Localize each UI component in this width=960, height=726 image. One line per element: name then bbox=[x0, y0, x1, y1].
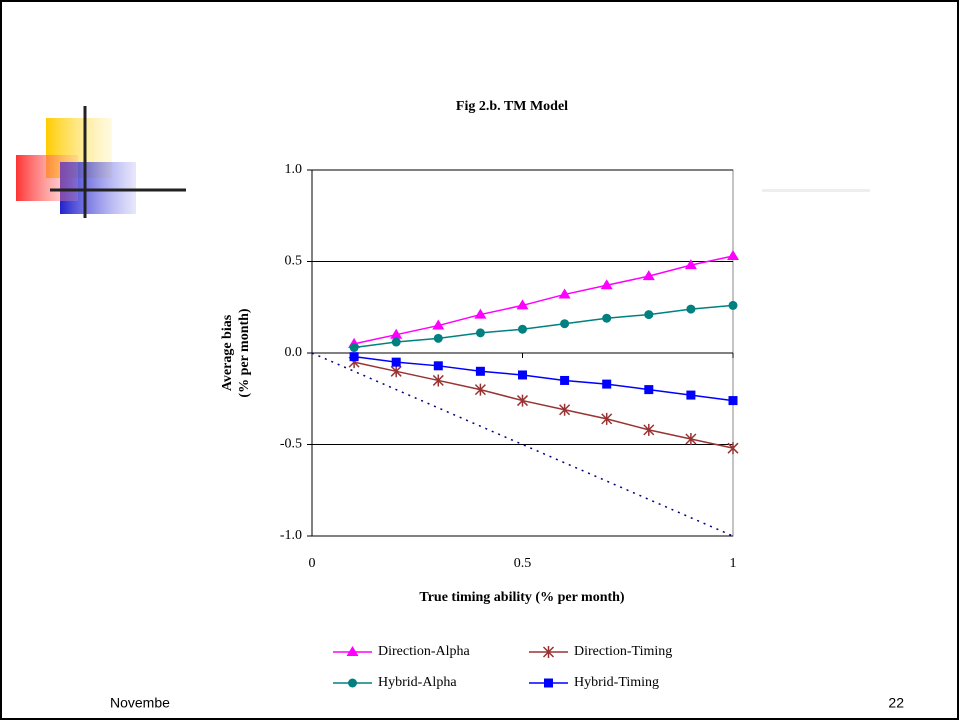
data-point bbox=[685, 433, 697, 446]
y-axis-title: Average bias bbox=[220, 314, 235, 391]
legend-label: Hybrid-Alpha bbox=[378, 675, 457, 690]
legend-marker bbox=[346, 646, 359, 656]
legend-marker bbox=[542, 646, 555, 658]
legend-marker bbox=[544, 678, 553, 688]
series-line bbox=[353, 361, 734, 449]
data-point bbox=[728, 300, 738, 310]
data-point bbox=[391, 357, 401, 367]
data-point bbox=[349, 343, 359, 353]
data-point bbox=[644, 310, 654, 320]
data-point bbox=[601, 412, 613, 425]
data-point bbox=[390, 328, 403, 339]
y-tick-label: 0.0 bbox=[285, 345, 303, 360]
y-tick-label: 1.0 bbox=[285, 162, 303, 177]
data-point bbox=[518, 370, 527, 380]
data-point bbox=[516, 299, 529, 310]
legend-label: Direction-Alpha bbox=[378, 644, 471, 659]
legend-label: Hybrid-Timing bbox=[574, 675, 659, 690]
y-tick-label: -0.5 bbox=[280, 437, 302, 452]
data-point bbox=[474, 383, 486, 396]
data-point bbox=[558, 288, 571, 299]
y-tick-label: -1.0 bbox=[280, 528, 302, 543]
data-point bbox=[516, 394, 529, 407]
data-point bbox=[518, 324, 527, 334]
data-point bbox=[391, 337, 401, 347]
data-point bbox=[432, 319, 445, 330]
data-point bbox=[474, 308, 487, 319]
data-point bbox=[560, 375, 570, 385]
chart-title: Fig 2.b. TM Model bbox=[456, 99, 568, 114]
y-tick-label: 0.5 bbox=[285, 254, 303, 269]
series-line bbox=[354, 355, 734, 402]
legend-label: Direction-Timing bbox=[574, 644, 672, 659]
data-point bbox=[475, 366, 485, 376]
x-tick-label: 0.5 bbox=[514, 556, 532, 571]
data-point bbox=[643, 423, 655, 436]
data-point bbox=[559, 403, 571, 416]
data-point bbox=[727, 250, 739, 261]
x-tick-label: 0 bbox=[309, 556, 316, 571]
footer-date: Novembe bbox=[110, 695, 170, 711]
data-point bbox=[644, 385, 654, 395]
x-axis-title: True timing ability (% per month) bbox=[419, 590, 625, 605]
data-point bbox=[684, 259, 697, 270]
x-tick-label: 1 bbox=[730, 556, 737, 571]
page-number: 22 bbox=[888, 695, 904, 711]
series-line bbox=[353, 255, 734, 345]
data-point bbox=[560, 319, 570, 329]
data-point bbox=[727, 442, 739, 455]
data-point bbox=[600, 279, 613, 290]
y-axis-title: (% per month) bbox=[237, 308, 252, 398]
data-point bbox=[433, 361, 443, 371]
decoration bbox=[16, 106, 870, 218]
data-point bbox=[475, 328, 485, 338]
series-line bbox=[354, 304, 734, 349]
data-point bbox=[728, 396, 738, 406]
data-point bbox=[686, 390, 696, 400]
data-point bbox=[642, 270, 655, 281]
data-point bbox=[602, 379, 612, 389]
data-point bbox=[686, 304, 696, 314]
data-point bbox=[433, 333, 443, 343]
data-point bbox=[390, 365, 402, 378]
data-point bbox=[432, 374, 444, 387]
data-point bbox=[602, 313, 612, 323]
data-point bbox=[349, 352, 359, 362]
legend-marker bbox=[348, 678, 357, 688]
